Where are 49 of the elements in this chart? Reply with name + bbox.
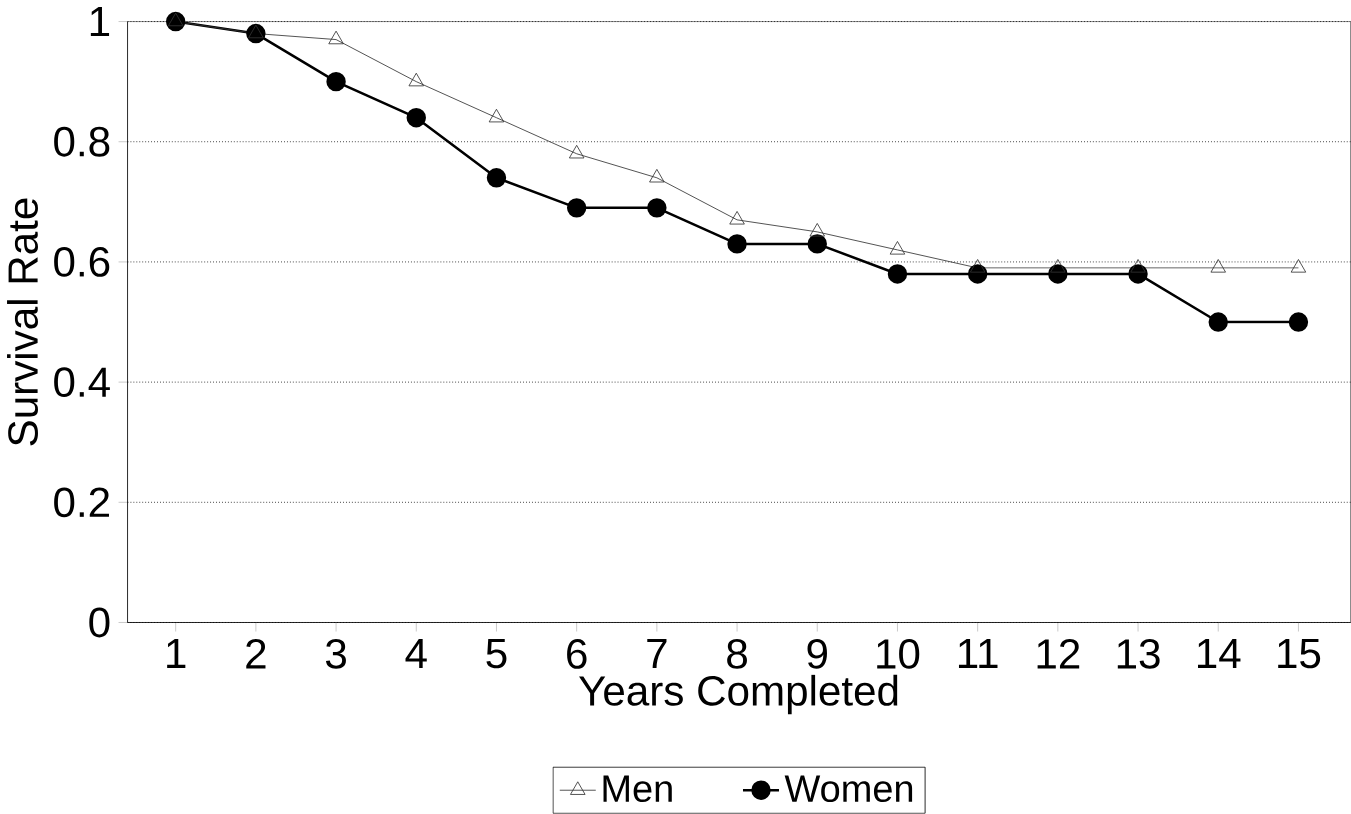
point xyxy=(809,223,825,237)
point xyxy=(1050,259,1066,273)
point xyxy=(729,211,745,225)
point xyxy=(568,145,585,159)
x-tick-label: 6 xyxy=(567,639,587,669)
x-tick-label: 4 xyxy=(405,639,427,669)
point xyxy=(1290,259,1307,273)
y-tick-label: 1 xyxy=(90,7,110,37)
point xyxy=(486,168,507,188)
point xyxy=(1208,312,1228,332)
x-tick-label: 14 xyxy=(1198,639,1241,669)
point xyxy=(889,241,906,255)
x-tick-label: 12 xyxy=(1037,639,1080,669)
x-tick-label: 13 xyxy=(1117,639,1160,669)
x-tick-label: 3 xyxy=(325,639,346,669)
y-tick-label: 0.8 xyxy=(54,126,110,157)
point xyxy=(887,264,908,284)
point xyxy=(167,12,184,27)
point xyxy=(488,108,505,123)
x-tick-label: 15 xyxy=(1278,639,1321,669)
x-tick-label: 1 xyxy=(167,639,186,669)
x-tick-label: 8 xyxy=(727,639,747,669)
x-axis-title: Years Completed xyxy=(579,675,898,715)
y-tick-label: 0.6 xyxy=(54,247,110,277)
legend-label: Women xyxy=(784,775,913,803)
point xyxy=(326,72,346,92)
y-tick-label: 0.4 xyxy=(54,367,110,398)
point xyxy=(1130,259,1146,273)
y-axis-title: Survival Rate xyxy=(7,198,38,446)
point xyxy=(566,198,587,218)
x-tick-label: 7 xyxy=(647,639,667,669)
x-tick-label: 9 xyxy=(807,639,827,669)
point xyxy=(647,198,667,218)
point xyxy=(807,234,827,254)
x-tick-label: 2 xyxy=(246,639,266,669)
x-tick-label: 5 xyxy=(486,639,507,669)
point xyxy=(969,259,986,273)
point xyxy=(406,108,426,128)
y-tick-label: 0 xyxy=(89,607,110,638)
point xyxy=(1210,259,1226,273)
point xyxy=(649,169,665,183)
x-tick-label: 11 xyxy=(958,639,998,669)
x-tick-label: 10 xyxy=(877,639,920,669)
point xyxy=(328,30,344,45)
point xyxy=(727,234,747,254)
legend-label: Men xyxy=(603,775,672,803)
point xyxy=(408,72,424,87)
y-tick-label: 0.2 xyxy=(54,487,109,518)
point xyxy=(1288,312,1309,332)
